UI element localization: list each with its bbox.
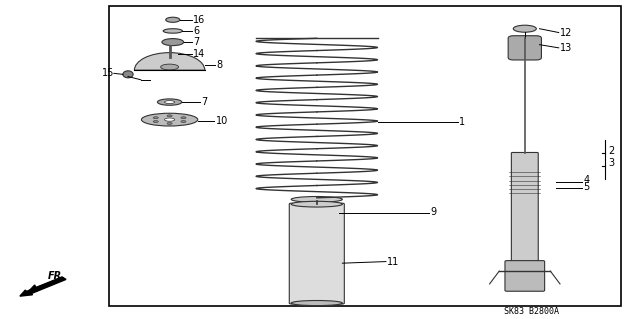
Ellipse shape [167,115,172,117]
Ellipse shape [291,197,342,202]
Ellipse shape [123,71,133,78]
Text: 9: 9 [430,207,436,217]
Text: 3: 3 [608,158,614,168]
Ellipse shape [164,118,175,121]
Bar [109,6,621,306]
Text: 10: 10 [216,115,228,126]
Text: 8: 8 [216,60,223,70]
Ellipse shape [167,122,172,124]
Ellipse shape [162,39,184,46]
Ellipse shape [157,99,182,105]
Text: 1: 1 [459,117,465,127]
Text: 5: 5 [584,182,590,192]
Ellipse shape [513,25,536,32]
Ellipse shape [291,201,342,207]
Text: 4: 4 [584,175,590,185]
FancyBboxPatch shape [511,152,538,265]
FancyBboxPatch shape [505,261,545,291]
Ellipse shape [166,17,180,22]
Text: SK83 B2800A: SK83 B2800A [504,307,559,315]
Ellipse shape [181,117,186,119]
Ellipse shape [164,101,175,103]
Text: 14: 14 [193,49,205,59]
Ellipse shape [141,113,198,126]
Text: 12: 12 [560,27,572,38]
Text: 15: 15 [102,68,114,78]
Ellipse shape [153,121,158,122]
FancyArrow shape [20,277,66,296]
Wedge shape [134,53,205,70]
Text: 11: 11 [387,256,399,267]
Text: 7: 7 [193,37,200,47]
Text: 16: 16 [193,15,205,25]
Text: 6: 6 [193,26,200,36]
Ellipse shape [181,121,186,122]
Text: 2: 2 [608,146,614,156]
Ellipse shape [153,117,158,119]
Ellipse shape [291,300,342,306]
FancyBboxPatch shape [508,36,541,60]
Text: 13: 13 [560,43,572,53]
Text: 7: 7 [202,97,208,107]
Ellipse shape [163,29,182,33]
Text: FR.: FR. [48,271,66,281]
FancyBboxPatch shape [289,203,344,304]
Ellipse shape [161,64,179,70]
